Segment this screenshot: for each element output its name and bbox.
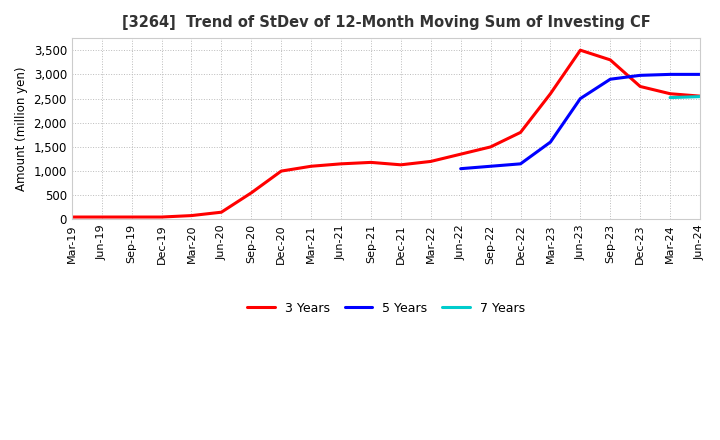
- 5 Years: [666, 72, 675, 77]
- 3 Years: [666, 91, 675, 96]
- Line: 5 Years: 5 Years: [461, 74, 700, 169]
- 5 Years: [606, 77, 615, 82]
- 3 Years: [68, 214, 76, 220]
- 5 Years: [576, 96, 585, 101]
- 7 Years: [666, 95, 675, 100]
- 3 Years: [247, 190, 256, 195]
- 3 Years: [606, 57, 615, 62]
- 3 Years: [187, 213, 196, 218]
- Title: [3264]  Trend of StDev of 12-Month Moving Sum of Investing CF: [3264] Trend of StDev of 12-Month Moving…: [122, 15, 650, 30]
- 3 Years: [127, 214, 136, 220]
- 5 Years: [486, 164, 495, 169]
- 3 Years: [277, 169, 286, 174]
- 3 Years: [337, 161, 346, 166]
- Line: 7 Years: 7 Years: [670, 97, 700, 98]
- 5 Years: [696, 72, 704, 77]
- 3 Years: [456, 151, 465, 157]
- 3 Years: [516, 130, 525, 135]
- 3 Years: [217, 209, 225, 215]
- 3 Years: [97, 214, 106, 220]
- 3 Years: [397, 162, 405, 168]
- 3 Years: [307, 164, 315, 169]
- 5 Years: [546, 139, 554, 145]
- Legend: 3 Years, 5 Years, 7 Years: 3 Years, 5 Years, 7 Years: [247, 302, 525, 315]
- 5 Years: [636, 73, 644, 78]
- 5 Years: [456, 166, 465, 171]
- 3 Years: [366, 160, 375, 165]
- 3 Years: [636, 84, 644, 89]
- 3 Years: [486, 144, 495, 150]
- 3 Years: [426, 159, 435, 164]
- 7 Years: [696, 94, 704, 99]
- Line: 3 Years: 3 Years: [72, 50, 700, 217]
- 5 Years: [516, 161, 525, 166]
- 3 Years: [157, 214, 166, 220]
- 3 Years: [546, 91, 554, 96]
- 3 Years: [576, 48, 585, 53]
- Y-axis label: Amount (million yen): Amount (million yen): [15, 66, 28, 191]
- 3 Years: [696, 94, 704, 99]
